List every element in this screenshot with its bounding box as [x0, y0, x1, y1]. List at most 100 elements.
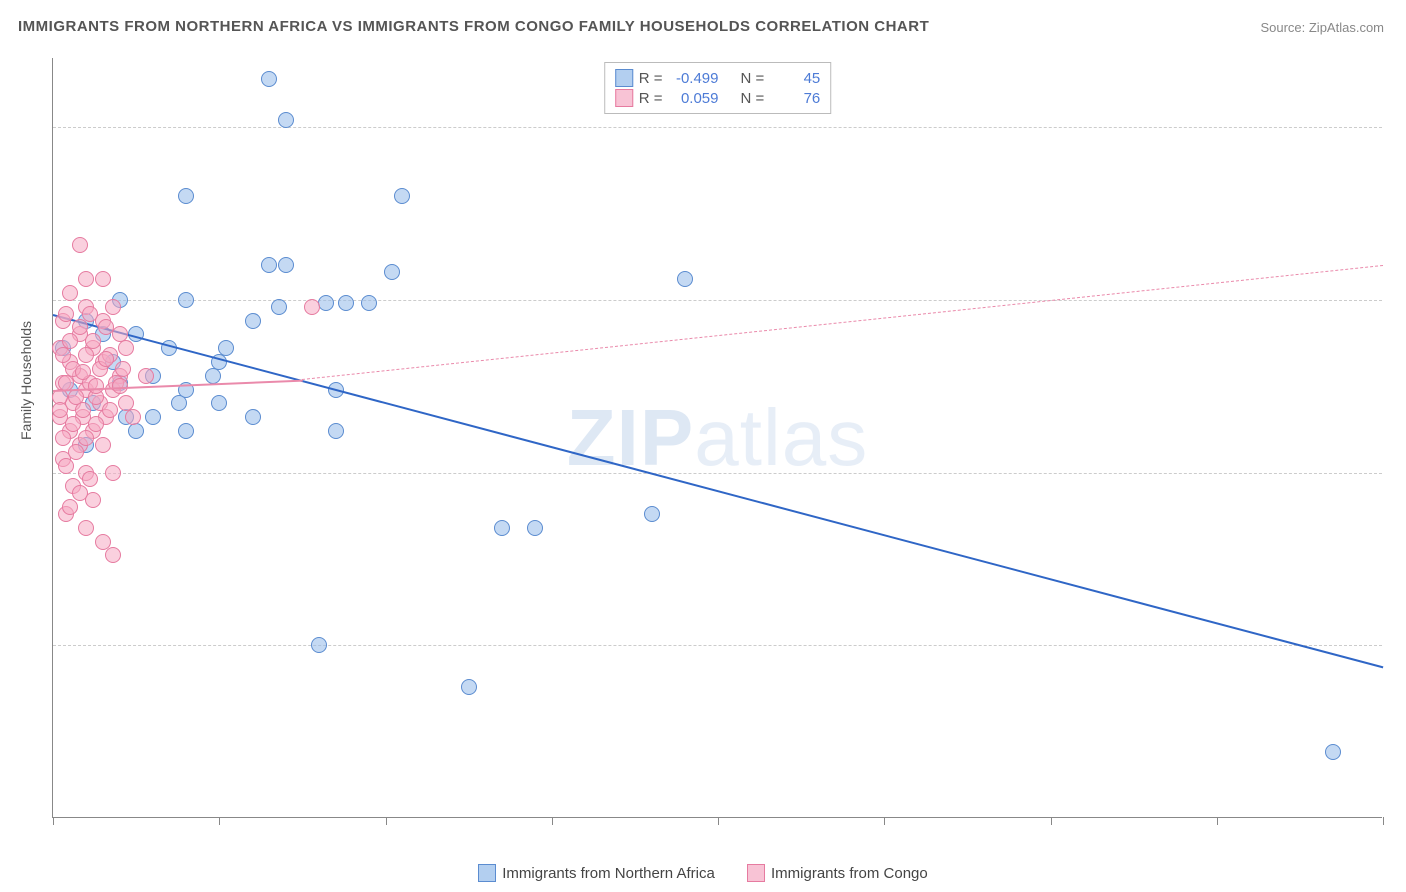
x-tick — [1383, 817, 1384, 825]
data-point — [328, 423, 344, 439]
legend-stats-row: R = -0.499 N = 45 — [615, 69, 821, 87]
x-tick — [884, 817, 885, 825]
data-point — [644, 506, 660, 522]
data-point — [361, 295, 377, 311]
data-point — [78, 520, 94, 536]
data-point — [125, 409, 141, 425]
data-point — [62, 285, 78, 301]
data-point — [102, 402, 118, 418]
data-point — [115, 361, 131, 377]
data-point — [178, 292, 194, 308]
x-tick — [1217, 817, 1218, 825]
data-point — [304, 299, 320, 315]
chart-container: IMMIGRANTS FROM NORTHERN AFRICA VS IMMIG… — [0, 0, 1406, 892]
gridline — [53, 645, 1382, 646]
data-point — [527, 520, 543, 536]
data-point — [55, 347, 71, 363]
data-point — [118, 340, 134, 356]
data-point — [72, 319, 88, 335]
data-point — [171, 395, 187, 411]
r-value: 0.059 — [669, 90, 719, 107]
x-tick — [1051, 817, 1052, 825]
n-value: 76 — [770, 90, 820, 107]
n-value: 45 — [770, 70, 820, 87]
data-point — [85, 333, 101, 349]
data-point — [88, 378, 104, 394]
r-label: R = — [639, 90, 663, 107]
data-point — [105, 299, 121, 315]
data-point — [245, 313, 261, 329]
data-point — [78, 430, 94, 446]
data-point — [75, 402, 91, 418]
data-point — [278, 257, 294, 273]
y-axis-label: Family Households — [18, 321, 34, 440]
legend-swatch-blue — [615, 69, 633, 87]
data-point — [218, 340, 234, 356]
watermark-suffix: atlas — [694, 393, 868, 482]
legend-series: Immigrants from Northern Africa Immigran… — [0, 864, 1406, 886]
data-point — [178, 423, 194, 439]
data-point — [52, 402, 68, 418]
data-point — [677, 271, 693, 287]
x-tick — [386, 817, 387, 825]
legend-stats-row: R = 0.059 N = 76 — [615, 89, 821, 107]
data-point — [205, 368, 221, 384]
data-point — [68, 444, 84, 460]
r-value: -0.499 — [669, 70, 719, 87]
data-point — [62, 499, 78, 515]
trend-line — [302, 265, 1383, 380]
data-point — [261, 257, 277, 273]
legend-label: Immigrants from Congo — [771, 865, 928, 882]
data-point — [128, 423, 144, 439]
data-point — [98, 351, 114, 367]
data-point — [95, 271, 111, 287]
x-tick — [718, 817, 719, 825]
x-tick — [53, 817, 54, 825]
watermark: ZIPatlas — [567, 392, 868, 484]
legend-item: Immigrants from Congo — [747, 864, 928, 882]
data-point — [98, 319, 114, 335]
data-point — [278, 112, 294, 128]
data-point — [55, 430, 71, 446]
data-point — [78, 271, 94, 287]
legend-item: Immigrants from Northern Africa — [478, 864, 715, 882]
data-point — [461, 679, 477, 695]
data-point — [72, 237, 88, 253]
data-point — [95, 437, 111, 453]
plot-area: ZIPatlas R = -0.499 N = 45 R = 0.059 N =… — [52, 58, 1382, 818]
data-point — [72, 485, 88, 501]
gridline — [53, 127, 1382, 128]
data-point — [494, 520, 510, 536]
gridline — [53, 300, 1382, 301]
data-point — [105, 547, 121, 563]
data-point — [338, 295, 354, 311]
n-label: N = — [741, 70, 765, 87]
data-point — [78, 347, 94, 363]
data-point — [1325, 744, 1341, 760]
data-point — [75, 364, 91, 380]
legend-stats: R = -0.499 N = 45 R = 0.059 N = 76 — [604, 62, 832, 114]
data-point — [211, 395, 227, 411]
r-label: R = — [639, 70, 663, 87]
data-point — [58, 458, 74, 474]
data-point — [261, 71, 277, 87]
data-point — [58, 306, 74, 322]
data-point — [82, 306, 98, 322]
data-point — [65, 416, 81, 432]
data-point — [82, 471, 98, 487]
legend-label: Immigrants from Northern Africa — [502, 865, 715, 882]
data-point — [88, 416, 104, 432]
n-label: N = — [741, 90, 765, 107]
legend-swatch-pink — [747, 864, 765, 882]
gridline — [53, 473, 1382, 474]
data-point — [311, 637, 327, 653]
legend-swatch-pink — [615, 89, 633, 107]
chart-title: IMMIGRANTS FROM NORTHERN AFRICA VS IMMIG… — [18, 18, 929, 35]
data-point — [271, 299, 287, 315]
legend-swatch-blue — [478, 864, 496, 882]
data-point — [105, 465, 121, 481]
data-point — [245, 409, 261, 425]
trend-line — [53, 314, 1384, 668]
x-tick — [552, 817, 553, 825]
x-tick — [219, 817, 220, 825]
